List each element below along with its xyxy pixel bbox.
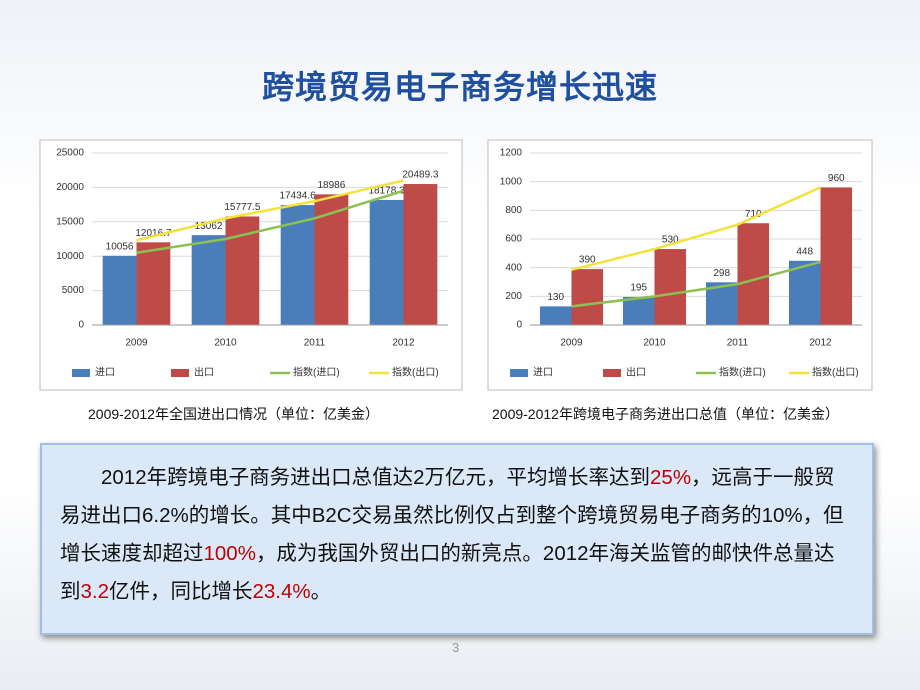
y-tick-label: 25000 xyxy=(56,148,84,159)
data-label: 20489.3 xyxy=(402,170,439,181)
y-tick-label: 600 xyxy=(505,234,522,245)
bar xyxy=(737,223,770,325)
summary-text: 2012年跨境电子商务进出口总值达2万亿元，平均增长率达到25%，远高于一般贸易… xyxy=(40,443,874,635)
index-line xyxy=(136,189,404,254)
y-tick-label: 20000 xyxy=(56,182,84,193)
data-label: 390 xyxy=(579,255,596,266)
y-tick-label: 800 xyxy=(505,205,522,216)
x-tick-label: 2012 xyxy=(809,338,832,349)
data-label: 130 xyxy=(547,292,564,303)
y-tick-label: 200 xyxy=(505,291,522,302)
legend-swatch xyxy=(171,369,189,377)
bar xyxy=(102,255,137,325)
data-label: 448 xyxy=(796,246,813,257)
legend-swatch xyxy=(603,369,621,377)
y-tick-label: 1200 xyxy=(500,148,523,159)
x-tick-label: 2010 xyxy=(214,338,237,349)
data-label: 13062 xyxy=(195,221,223,232)
bar xyxy=(136,242,171,325)
bar xyxy=(191,235,226,325)
x-tick-label: 2011 xyxy=(304,338,326,349)
text-run: 亿件，同比增长 xyxy=(109,580,253,603)
bar xyxy=(788,260,821,325)
text-run: ，远高于一般贸易进出口6.2%的增长。其中B2C交易虽然比例仅占到整个跨境贸易电… xyxy=(60,466,844,565)
text-run: 2012年跨境电子商务进出口总值达2万亿元，平均增长率达到 xyxy=(101,466,651,489)
x-tick-label: 2011 xyxy=(727,338,749,349)
bar xyxy=(654,249,687,325)
bar xyxy=(369,199,404,325)
legend-label: 指数(进口) xyxy=(293,366,340,379)
legend-swatch xyxy=(510,369,528,377)
y-tick-label: 400 xyxy=(505,262,522,273)
data-label: 195 xyxy=(630,283,647,294)
highlight-text: 100% xyxy=(203,542,256,565)
index-line xyxy=(136,179,404,242)
data-label: 530 xyxy=(662,235,679,246)
data-label: 960 xyxy=(828,173,845,184)
index-line xyxy=(571,260,821,308)
bar xyxy=(820,187,853,325)
legend-label: 进口 xyxy=(533,367,553,379)
text-run: 。 xyxy=(310,580,332,603)
page-number: 3 xyxy=(452,640,460,655)
data-label: 18986 xyxy=(318,180,346,191)
x-tick-label: 2009 xyxy=(560,338,583,349)
highlight-text: 23.4% xyxy=(252,580,311,603)
y-tick-label: 1000 xyxy=(500,176,523,187)
data-label: 18178.3 xyxy=(369,186,406,197)
bar xyxy=(539,306,572,325)
y-tick-label: 10000 xyxy=(56,251,84,262)
y-tick-label: 0 xyxy=(516,320,522,331)
bar xyxy=(622,297,655,325)
data-label: 17434.6 xyxy=(280,191,317,202)
x-tick-label: 2010 xyxy=(643,338,666,349)
legend-label: 出口 xyxy=(194,366,214,379)
index-line xyxy=(571,186,822,272)
data-label: 10056 xyxy=(106,241,134,252)
bar xyxy=(571,269,604,325)
data-label: 12016.7 xyxy=(135,228,172,239)
data-label: 298 xyxy=(713,268,730,279)
data-label: 15777.5 xyxy=(224,202,261,213)
y-tick-label: 0 xyxy=(78,320,84,331)
legend-label: 指数(出口) xyxy=(812,366,859,379)
legend-label: 出口 xyxy=(626,366,646,379)
y-tick-label: 15000 xyxy=(56,216,84,227)
y-tick-label: 5000 xyxy=(62,285,85,296)
chart-caption: 2009-2012年全国进出口情况（单位：亿美金） xyxy=(88,406,379,422)
bar xyxy=(705,282,738,325)
highlight-text: 3.2 xyxy=(80,580,110,603)
legend-swatch xyxy=(72,369,90,377)
x-tick-label: 2012 xyxy=(392,338,415,349)
slide-title: 跨境贸易电子商务增长迅速 xyxy=(261,69,658,105)
chart-caption: 2009-2012年跨境电子商务进出口总值（单位：亿美金） xyxy=(492,406,839,422)
legend-label: 指数(进口) xyxy=(719,366,766,379)
data-label: 710 xyxy=(745,209,762,220)
bar xyxy=(403,184,438,325)
legend-label: 指数(出口) xyxy=(392,366,439,379)
text-run: ，成为我国外贸出口的新亮点。2012年海关监管的邮快件总量达到 xyxy=(60,542,835,603)
x-tick-label: 2009 xyxy=(125,338,148,349)
legend-label: 进口 xyxy=(95,367,115,379)
highlight-text: 25% xyxy=(650,466,692,489)
